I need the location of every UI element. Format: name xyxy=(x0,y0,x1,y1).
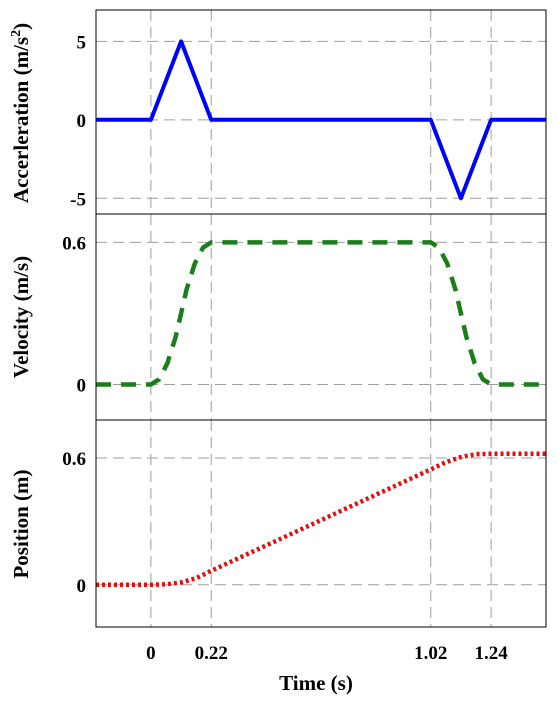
acceleration-series-line xyxy=(96,39,546,201)
acceleration-y-tick-label: 0 xyxy=(77,111,87,132)
position-y-axis-label: Position (m) xyxy=(9,469,33,578)
velocity-y-tick-label: 0.6 xyxy=(62,233,86,254)
grid-layer xyxy=(96,10,546,627)
velocity-y-tick-label: 0 xyxy=(77,375,87,396)
position-y-tick-label: 0 xyxy=(77,576,87,597)
velocity-plot-frame xyxy=(95,213,547,421)
frame-layer xyxy=(95,9,547,628)
position-y-tick-label: 0.6 xyxy=(62,449,86,470)
acceleration-plot-frame xyxy=(95,9,547,215)
position-series-line xyxy=(96,451,546,588)
time-x-tick-label: 0 xyxy=(146,643,156,664)
time-x-tick-label: 1.02 xyxy=(414,643,447,664)
velocity-y-axis-label: Velocity (m/s) xyxy=(9,256,33,378)
time-x-tick-label: 1.24 xyxy=(474,643,508,664)
series-layer xyxy=(96,39,546,588)
tick-layer: 5 0 -5 0.6 0 0.6 0 0 0.22 1.02 1.24 xyxy=(62,32,508,664)
acceleration-y-tick-label: 5 xyxy=(77,32,87,53)
position-plot-frame xyxy=(95,419,547,628)
velocity-series-line xyxy=(96,240,546,387)
acceleration-y-tick-label: -5 xyxy=(70,189,86,210)
accel-y-axis-label: Accerleration (m/s2) xyxy=(9,23,33,203)
time-x-axis-label: Time (s) xyxy=(279,671,353,695)
time-x-tick-label: 0.22 xyxy=(195,643,228,664)
